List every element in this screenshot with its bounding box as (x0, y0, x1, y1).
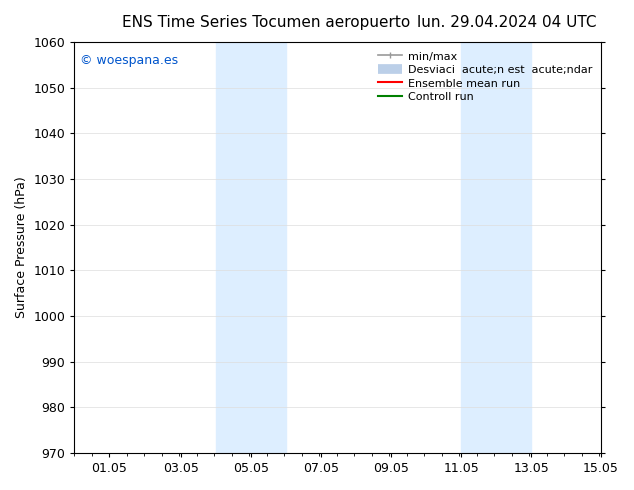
Text: ENS Time Series Tocumen aeropuerto: ENS Time Series Tocumen aeropuerto (122, 15, 410, 30)
Legend: min/max, Desviaci  acute;n est  acute;ndar, Ensemble mean run, Controll run: min/max, Desviaci acute;n est acute;ndar… (375, 48, 595, 106)
Bar (461, 42, 531, 453)
Y-axis label: Surface Pressure (hPa): Surface Pressure (hPa) (15, 176, 28, 318)
Text: lun. 29.04.2024 04 UTC: lun. 29.04.2024 04 UTC (417, 15, 597, 30)
Text: © woespana.es: © woespana.es (80, 54, 178, 68)
Bar (216, 42, 286, 453)
